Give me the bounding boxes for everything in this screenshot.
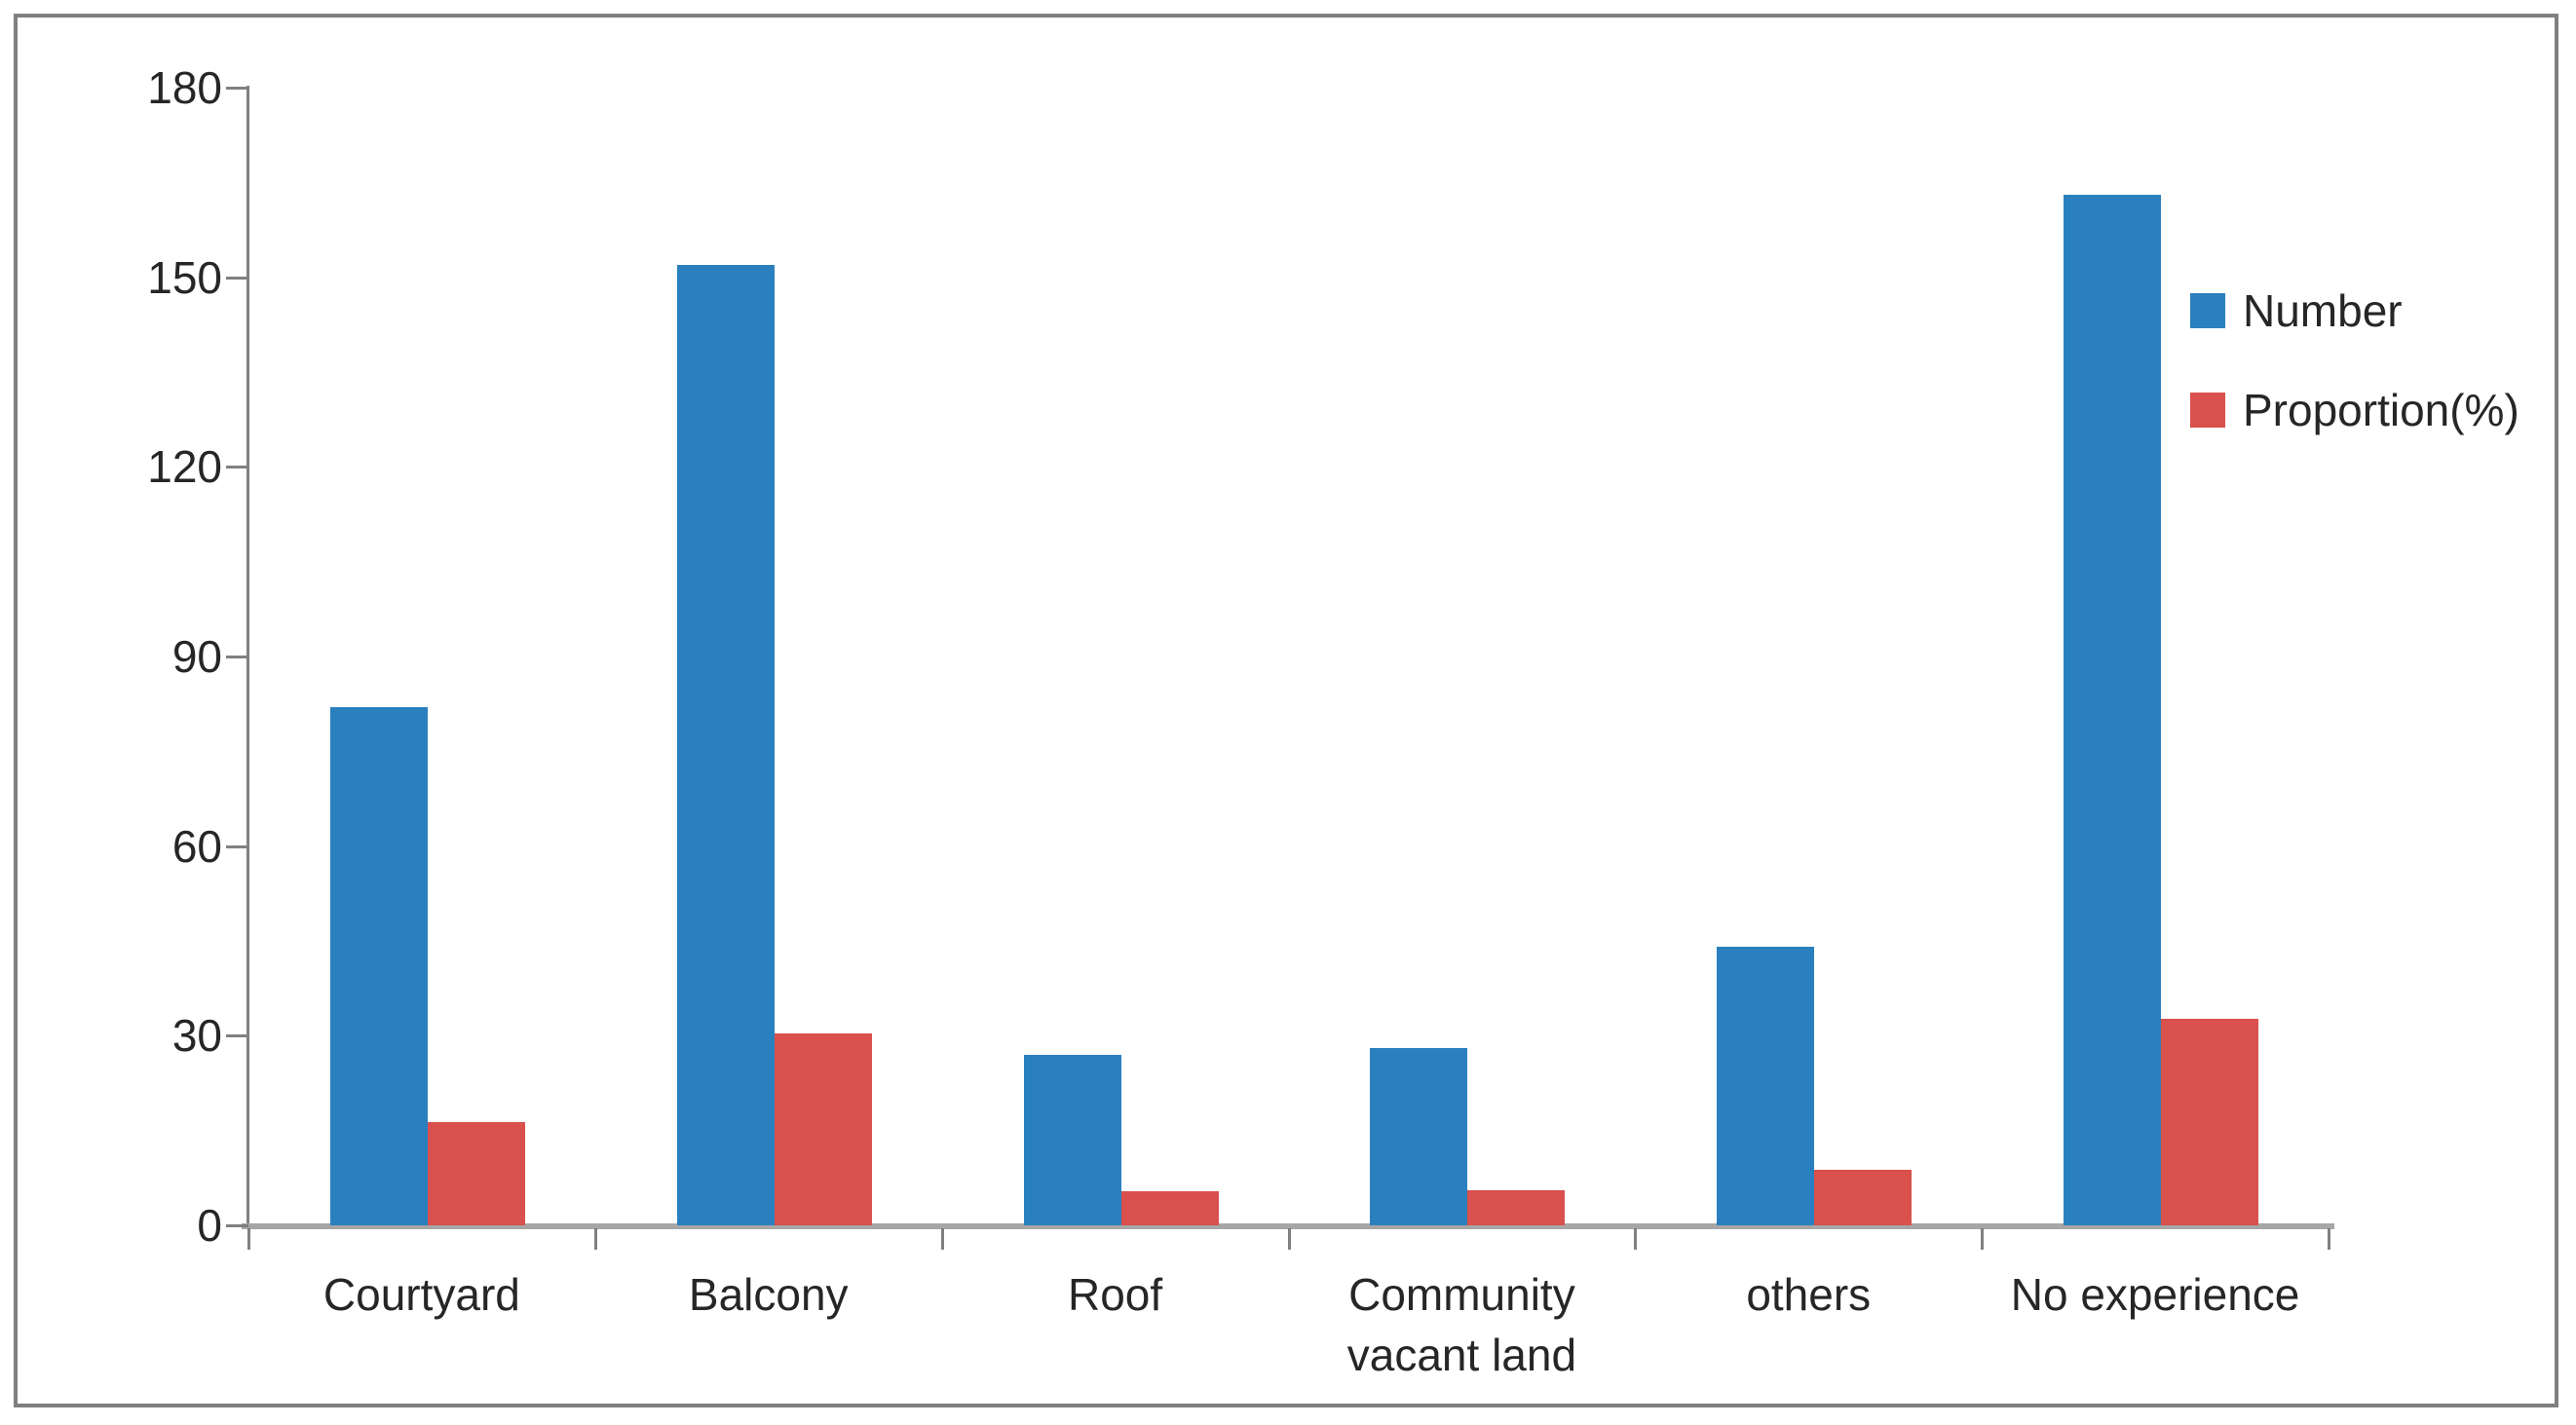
y-tick (226, 1224, 248, 1227)
x-tick (1287, 1228, 1291, 1250)
x-tick (1634, 1228, 1638, 1250)
bar-number (676, 264, 775, 1225)
y-tick (226, 844, 248, 848)
x-axis-line (242, 1223, 2334, 1229)
x-category-label: Courtyard (322, 1269, 520, 1320)
y-tick (226, 276, 248, 280)
bar-proportion (1814, 1169, 1913, 1225)
x-tick (593, 1228, 597, 1250)
y-tick-label: 120 (147, 441, 222, 493)
y-tick-label: 60 (171, 820, 222, 872)
y-tick-label: 0 (197, 1200, 222, 1251)
x-tick (940, 1228, 944, 1250)
x-category-label: Balcony (688, 1269, 849, 1320)
x-category-label: Roof (1067, 1269, 1163, 1320)
bar-number (1717, 947, 1815, 1225)
legend-item-proportion: Proportion(%) (2190, 388, 2519, 432)
x-category-label: others (1746, 1269, 1872, 1320)
bar-number (1370, 1048, 1468, 1225)
bar-proportion (427, 1121, 525, 1225)
legend-label-number: Number (2243, 285, 2403, 336)
y-tick-label: 30 (171, 1010, 222, 1062)
legend: Number Proportion(%) (2190, 288, 2519, 487)
bar-number (329, 706, 428, 1225)
legend-item-number: Number (2190, 288, 2519, 333)
y-tick (226, 1034, 248, 1038)
y-tick (226, 466, 248, 469)
y-tick-label: 90 (171, 631, 222, 682)
bar-proportion (774, 1032, 872, 1225)
x-tick (2328, 1228, 2330, 1250)
x-tick (247, 1228, 250, 1250)
y-tick (226, 656, 248, 658)
bar-number (1023, 1054, 1121, 1225)
x-category-label: Community vacant land (1346, 1269, 1577, 1380)
bar-proportion (2161, 1019, 2259, 1225)
bar-proportion (1120, 1190, 1219, 1225)
y-tick (226, 87, 248, 90)
legend-label-proportion: Proportion(%) (2243, 385, 2519, 435)
x-category-label: No experience (2010, 1269, 2300, 1320)
x-tick (1981, 1228, 1985, 1250)
y-tick-label: 180 (147, 62, 222, 113)
legend-swatch-number (2190, 293, 2225, 328)
bar-proportion (1467, 1189, 1566, 1225)
y-tick-label: 150 (147, 251, 222, 303)
bar-number (2064, 195, 2162, 1225)
legend-swatch-proportion (2190, 393, 2225, 428)
